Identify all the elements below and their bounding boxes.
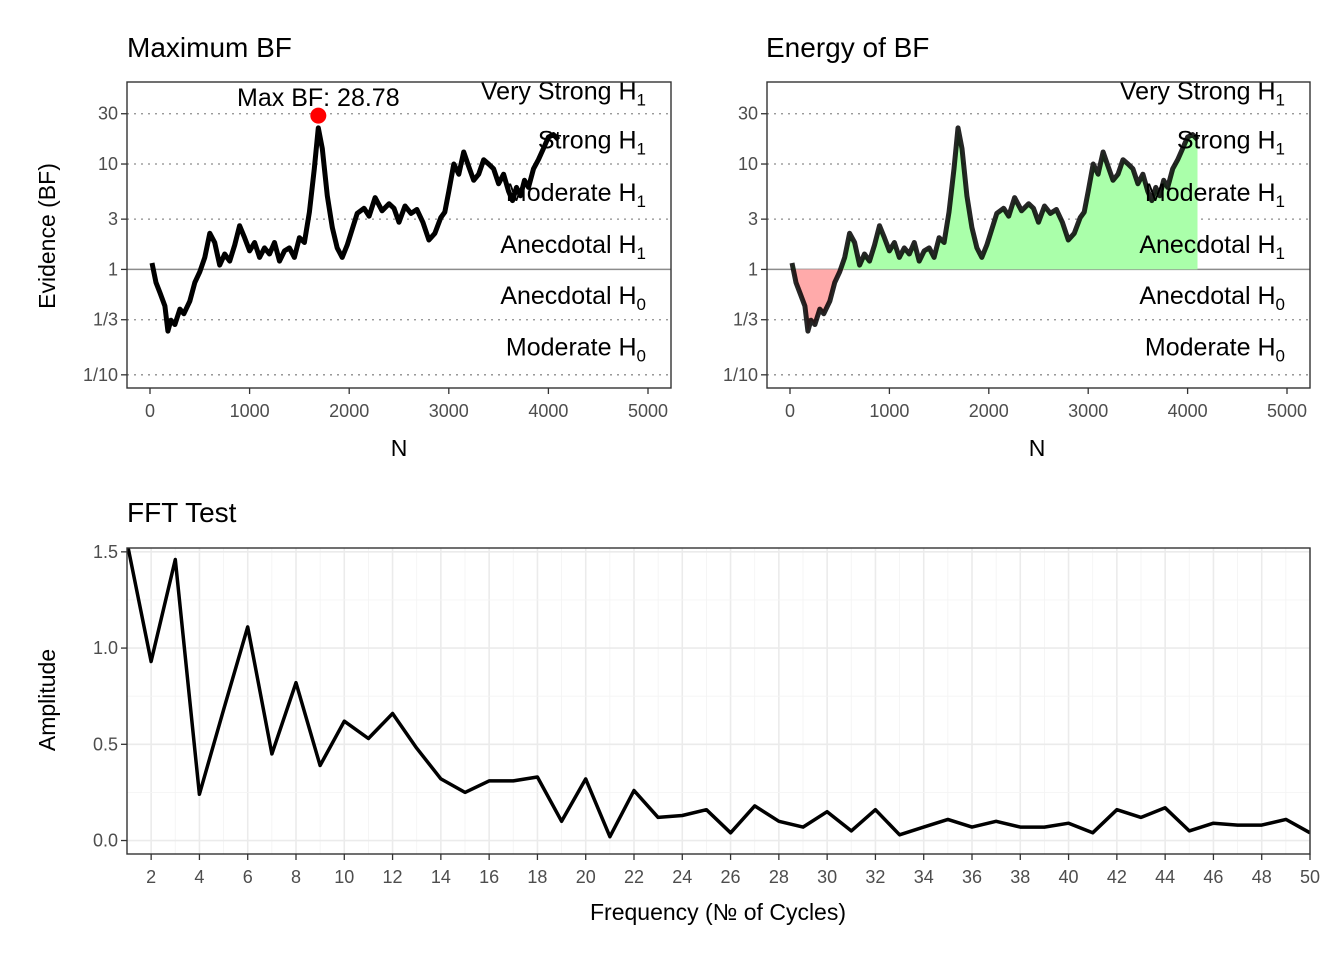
y-tick-label: 3 — [748, 209, 758, 229]
fft-test-frame — [126, 547, 1311, 855]
y-tick-label: 30 — [738, 104, 758, 124]
y-tick-label: 30 — [98, 104, 118, 124]
y-tick-label: 0.0 — [93, 831, 118, 851]
energy-bf-title: Energy of BF — [766, 32, 929, 63]
x-tick-label: 22 — [624, 867, 644, 887]
x-tick-label: 24 — [672, 867, 692, 887]
evidence-label: Moderate H0 — [1145, 334, 1285, 366]
evidence-label: Strong H1 — [538, 127, 646, 159]
y-tick-label: 1/10 — [83, 365, 118, 385]
x-tick-label: 20 — [576, 867, 596, 887]
x-tick-label: 8 — [291, 867, 301, 887]
x-tick-label: 2000 — [969, 401, 1009, 421]
maximum-bf-frame — [126, 81, 672, 389]
x-tick-label: 44 — [1155, 867, 1175, 887]
fft-test-panel: FFT Test 0.00.51.01.5 2 4 6 8 10 12 14 16 18 20 22… — [34, 497, 1320, 925]
evidence-label: Moderate H0 — [506, 334, 646, 366]
energy-bf-y-ticks: 1/10 1/3 1 3 10 30 — [723, 104, 767, 385]
y-tick-label: 1/10 — [723, 365, 758, 385]
evidence-label: Anecdotal H0 — [500, 282, 646, 314]
y-tick-label: 10 — [738, 154, 758, 174]
x-tick-label: 1000 — [869, 401, 909, 421]
max-bf-point — [310, 107, 327, 124]
maximum-bf-title: Maximum BF — [127, 32, 292, 63]
fft-test-x-ticks: 2 4 6 8 10 12 14 16 18 20 22 24 26 28 30 32 34 36 38 40 42 44… — [146, 854, 1320, 887]
fft-test-y-axis-title: Amplitude — [34, 649, 60, 751]
x-tick-label: 48 — [1252, 867, 1272, 887]
max-bf-label: Max BF: 28.78 — [237, 84, 400, 112]
x-tick-label: 34 — [914, 867, 934, 887]
maximum-bf-y-axis-title: Evidence (BF) — [34, 163, 60, 309]
maximum-bf-x-axis-title: N — [391, 435, 408, 461]
maximum-bf-y-ticks: 1/10 1/3 1 3 10 30 — [83, 104, 127, 385]
x-tick-label: 28 — [769, 867, 789, 887]
x-tick-label: 5000 — [1267, 401, 1307, 421]
y-tick-label: 1/3 — [733, 310, 758, 330]
y-tick-label: 3 — [108, 209, 118, 229]
energy-bf-x-ticks: 0 1000 2000 3000 4000 5000 — [785, 388, 1307, 421]
evidence-label: Anecdotal H1 — [500, 231, 646, 263]
energy-bf-line — [789, 125, 1200, 334]
x-tick-label: 1000 — [230, 401, 270, 421]
x-tick-label: 38 — [1010, 867, 1030, 887]
energy-bf-frame — [766, 81, 1311, 389]
x-tick-label: 4000 — [528, 401, 568, 421]
y-tick-label: 1.5 — [93, 542, 118, 562]
y-tick-label: 0.5 — [93, 734, 118, 754]
y-tick-label: 1 — [748, 259, 758, 279]
y-tick-label: 1.0 — [93, 638, 118, 658]
x-tick-label: 40 — [1059, 867, 1079, 887]
x-tick-label: 3000 — [429, 401, 469, 421]
x-tick-label: 0 — [785, 401, 795, 421]
y-tick-label: 1/3 — [93, 310, 118, 330]
evidence-label: Anecdotal H1 — [1139, 231, 1285, 263]
energy-negative-area — [792, 269, 1198, 332]
energy-positive-area — [792, 127, 1198, 270]
x-tick-label: 6 — [243, 867, 253, 887]
evidence-label: Strong H1 — [1177, 127, 1285, 159]
x-tick-label: 16 — [479, 867, 499, 887]
maximum-bf-line — [149, 125, 561, 334]
y-tick-label: 1 — [108, 259, 118, 279]
x-tick-label: 4000 — [1168, 401, 1208, 421]
x-tick-label: 32 — [865, 867, 885, 887]
x-tick-label: 2 — [146, 867, 156, 887]
x-tick-label: 18 — [527, 867, 547, 887]
maximum-bf-x-ticks: 0 1000 2000 3000 4000 5000 — [145, 388, 668, 421]
x-tick-label: 26 — [721, 867, 741, 887]
energy-bf-x-axis-title: N — [1029, 435, 1046, 461]
x-tick-label: 50 — [1300, 867, 1320, 887]
maximum-bf-gridlines — [127, 113, 671, 376]
x-tick-label: 46 — [1203, 867, 1223, 887]
fft-amplitude-line — [127, 548, 1310, 839]
x-tick-label: 30 — [817, 867, 837, 887]
x-tick-label: 2000 — [329, 401, 369, 421]
x-tick-label: 12 — [383, 867, 403, 887]
x-tick-label: 14 — [431, 867, 451, 887]
x-tick-label: 4 — [194, 867, 204, 887]
evidence-label: Anecdotal H0 — [1139, 282, 1285, 314]
fft-test-y-ticks: 0.0 0.5 1.0 1.5 — [93, 542, 127, 851]
y-tick-label: 10 — [98, 154, 118, 174]
x-tick-label: 10 — [334, 867, 354, 887]
x-tick-label: 5000 — [628, 401, 668, 421]
x-tick-label: 42 — [1107, 867, 1127, 887]
fft-test-x-axis-title: Frequency (№ of Cycles) — [590, 899, 846, 925]
x-tick-label: 0 — [145, 401, 155, 421]
x-tick-label: 36 — [962, 867, 982, 887]
fft-test-title: FFT Test — [127, 497, 237, 528]
fft-test-gridlines — [127, 548, 1311, 854]
x-tick-label: 3000 — [1068, 401, 1108, 421]
